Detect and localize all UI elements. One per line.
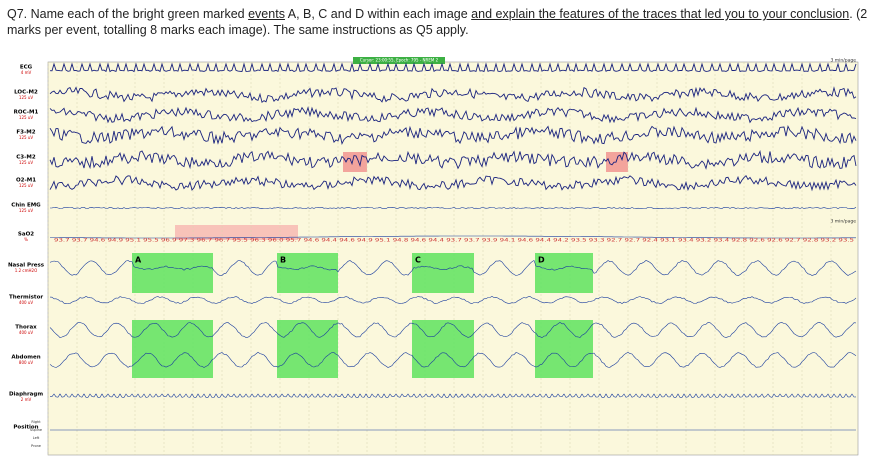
event-label: C <box>415 256 421 265</box>
event-box <box>535 320 593 378</box>
event-box <box>277 320 338 378</box>
epoch-marker <box>165 224 167 234</box>
channel-name: ROC-M1 <box>14 110 39 116</box>
epoch-marker <box>165 208 167 218</box>
epoch-marker <box>283 208 285 218</box>
event-label: A <box>135 256 142 265</box>
epoch-marker <box>633 224 635 234</box>
channel-name: O2-M1 <box>16 178 36 184</box>
epoch-marker <box>518 444 520 454</box>
channel-name: F3-M2 <box>16 130 35 136</box>
event-label: D <box>538 256 545 265</box>
channel-name: ECG <box>20 65 33 71</box>
channel-scale: 400 uV <box>19 300 33 305</box>
channel-scale: 400 uV <box>19 330 33 335</box>
channel-name: Diaphragm <box>9 392 43 398</box>
question-text: . (2 marks per event, totalling 8 marks … <box>7 7 868 37</box>
epoch-marker <box>283 444 285 454</box>
epoch-marker <box>400 64 402 74</box>
channel-name: Chin EMG <box>11 203 41 209</box>
event-box <box>412 320 474 378</box>
channel-scale: 125 uV <box>19 95 33 100</box>
event-box <box>535 253 593 293</box>
channel-name: LOC-M2 <box>14 90 38 96</box>
epoch-marker <box>400 208 402 218</box>
event-box <box>132 253 213 293</box>
epoch-marker <box>518 64 520 74</box>
epoch-marker <box>518 208 520 218</box>
epoch-marker <box>283 64 285 74</box>
question-text: events <box>248 7 285 21</box>
trace <box>50 235 856 239</box>
event-box <box>277 253 338 293</box>
epoch-marker <box>283 224 285 234</box>
sao2-readings: 93.7 93.7 94.6 94.9 95.1 95.5 96.9 97.3 … <box>54 238 854 244</box>
page-scale: 3 min/page <box>830 58 856 64</box>
trace <box>49 150 857 170</box>
question: Q7. Name each of the bright green marked… <box>7 6 887 38</box>
channel-scale: % <box>24 237 28 242</box>
epoch-marker <box>633 208 635 218</box>
channel-name: C3-M2 <box>16 155 36 161</box>
epoch-marker <box>518 224 520 234</box>
question-text: Q7. Name each of the bright green marked <box>7 7 249 21</box>
question-text: A, B, C and D within each image <box>284 7 472 21</box>
trace <box>49 206 857 210</box>
header-bar <box>353 57 445 64</box>
epoch-marker <box>400 444 402 454</box>
channel-name: Thermistor <box>9 295 43 301</box>
channel-scale: 1.2 cmH2O <box>15 268 37 273</box>
trace <box>49 106 857 124</box>
trace <box>49 174 857 192</box>
epoch-marker <box>165 444 167 454</box>
trace <box>49 296 857 305</box>
epoch-marker <box>633 64 635 74</box>
sao2-highlight <box>175 225 298 240</box>
channel-name: Nasal Press <box>8 263 45 269</box>
trace <box>49 322 857 339</box>
trace <box>49 259 857 277</box>
question-text: and explain the features of the traces t… <box>471 7 850 21</box>
trace <box>49 62 857 73</box>
channel-scale: 125 uV <box>19 183 33 188</box>
epoch-marker <box>633 444 635 454</box>
channel-scale: 800 uV <box>19 360 33 365</box>
channel-scale: 125 uV <box>19 160 33 165</box>
position-label: Prone <box>31 444 41 448</box>
channel-scale: 2 mV <box>21 397 32 402</box>
trace <box>49 86 857 103</box>
channel-name: Position <box>13 425 38 431</box>
channel-name: SaO2 <box>18 232 34 238</box>
trace <box>49 351 857 368</box>
channel-scale: 125 uV <box>19 115 33 120</box>
channel-scale: 4 mV <box>21 70 32 75</box>
position-label: Supine <box>30 428 42 432</box>
trace <box>50 393 857 398</box>
page-scale: 3 min/page <box>830 219 856 225</box>
event-box <box>412 253 474 293</box>
epoch-marker <box>165 64 167 74</box>
channel-name: Thorax <box>15 325 37 331</box>
event-box <box>132 320 213 378</box>
position-label: Left <box>33 436 40 440</box>
epoch-marker <box>400 224 402 234</box>
arousal-highlight <box>343 152 367 172</box>
event-label: B <box>280 256 286 265</box>
channel-name: Abdomen <box>11 355 40 361</box>
position-label: Right <box>31 420 41 424</box>
channel-scale: 125 uV <box>19 135 33 140</box>
header-text: Cursor: 23:00:55, Epoch: 795 - NREM 2 <box>360 58 439 63</box>
channel-scale: 125 uV <box>19 208 33 213</box>
trace <box>49 125 857 145</box>
